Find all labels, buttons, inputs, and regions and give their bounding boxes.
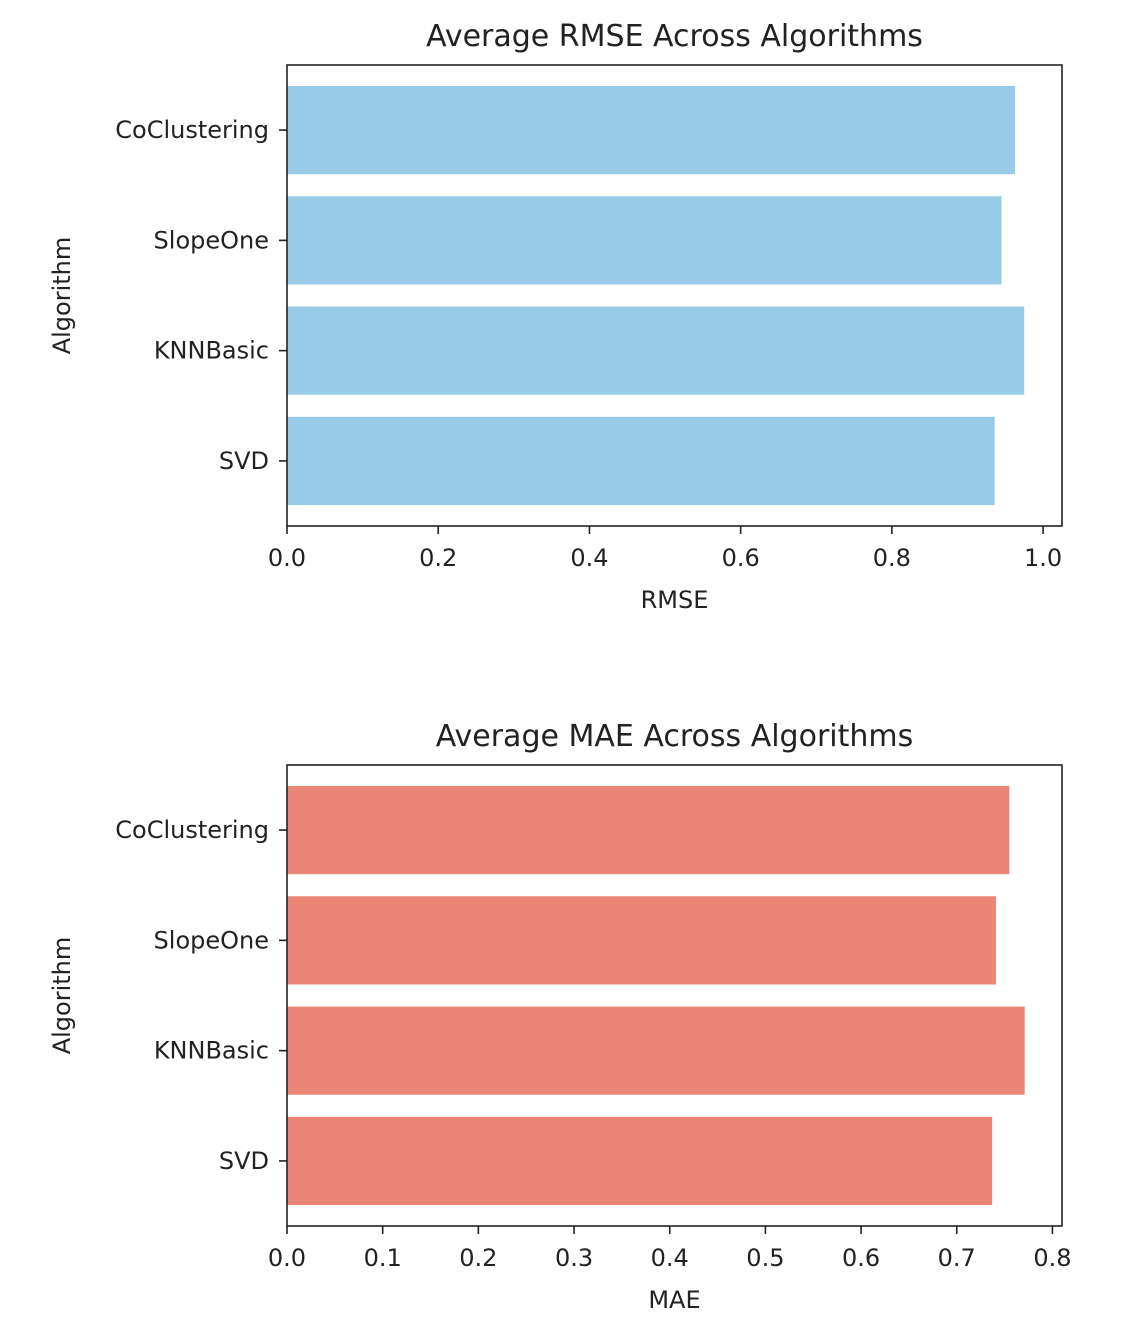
- bar-knnbasic: [287, 306, 1025, 395]
- y-axis-label: Algorithm: [48, 237, 76, 355]
- xtick-label-5: 1.0: [1024, 544, 1062, 572]
- xtick-label-3: 0.3: [555, 1244, 593, 1272]
- xtick-label-0: 0.0: [268, 544, 306, 572]
- bar-svd: [287, 1116, 993, 1206]
- xtick-label-0: 0.0: [268, 1244, 306, 1272]
- rmse-chart: SVD KNNBasic SlopeOne CoClustering 0.0 0.2 0.4…: [48, 19, 1063, 614]
- ytick-label-svd: SVD: [219, 447, 269, 475]
- xtick-label-1: 0.1: [364, 1244, 402, 1272]
- x-axis-label: MAE: [648, 1286, 700, 1314]
- ytick-label-coclustering: CoClustering: [115, 816, 269, 844]
- xtick-label-8: 0.8: [1033, 1244, 1071, 1272]
- xtick-label-5: 0.5: [746, 1244, 784, 1272]
- xtick-label-4: 0.4: [651, 1244, 689, 1272]
- y-axis-label: Algorithm: [48, 937, 76, 1055]
- bar-coclustering: [287, 85, 1016, 175]
- mae-chart: SVD KNNBasic SlopeOne CoClustering 0.0 0.1 0.2…: [48, 719, 1072, 1314]
- xtick-label-2: 0.4: [570, 544, 608, 572]
- x-axis-label: RMSE: [641, 586, 709, 614]
- bar-coclustering: [287, 785, 1010, 875]
- ytick-label-slopeone: SlopeOne: [154, 926, 269, 954]
- bar-slopeone: [287, 196, 1002, 285]
- xtick-label-3: 0.6: [722, 544, 760, 572]
- axes-frame: [286, 764, 1063, 1227]
- ytick-label-knnbasic: KNNBasic: [154, 337, 269, 365]
- chart-title: Average MAE Across Algorithms: [436, 719, 914, 754]
- xtick-label-1: 0.2: [419, 544, 457, 572]
- ytick-label-svd: SVD: [219, 1147, 269, 1175]
- bar-knnbasic: [287, 1006, 1025, 1095]
- chart-title: Average RMSE Across Algorithms: [426, 19, 923, 54]
- ytick-label-coclustering: CoClustering: [115, 116, 269, 144]
- xtick-label-7: 0.7: [938, 1244, 976, 1272]
- xtick-label-4: 0.8: [873, 544, 911, 572]
- xtick-label-2: 0.2: [459, 1244, 497, 1272]
- ytick-label-slopeone: SlopeOne: [154, 226, 269, 254]
- bar-svd: [287, 416, 995, 506]
- axes-frame: [286, 64, 1063, 527]
- xtick-label-6: 0.6: [842, 1244, 880, 1272]
- bar-slopeone: [287, 896, 996, 985]
- ytick-label-knnbasic: KNNBasic: [154, 1037, 269, 1065]
